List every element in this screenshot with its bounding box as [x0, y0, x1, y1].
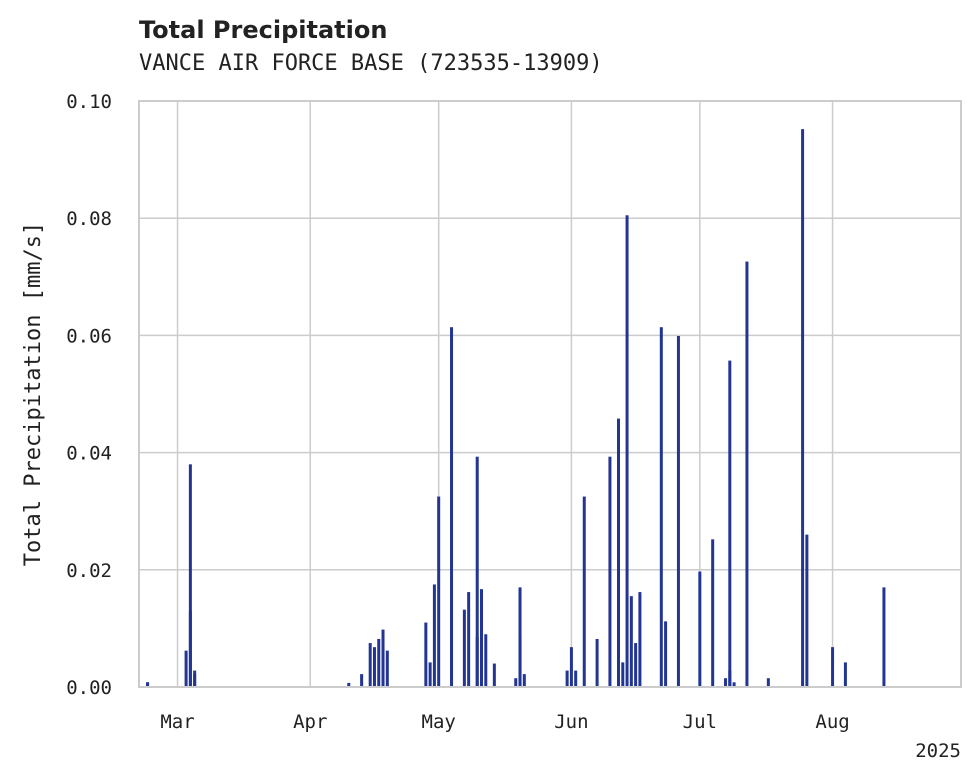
precip-bar — [514, 678, 518, 687]
y-tick-label: 0.10 — [66, 91, 112, 113]
y-tick-label: 0.04 — [66, 443, 112, 465]
precip-bar — [475, 456, 479, 687]
precip-bar — [724, 678, 728, 687]
y-tick-label: 0.06 — [66, 325, 112, 347]
precip-bar — [462, 609, 466, 687]
precip-bar — [805, 534, 809, 687]
x-tick-label: May — [422, 711, 456, 733]
precip-bar — [146, 682, 150, 687]
x-tick-labels: Mar Apr May Jun Jul Aug — [160, 711, 849, 733]
precip-bar — [621, 662, 625, 687]
precip-bar — [569, 647, 573, 687]
precip-bar — [831, 647, 835, 687]
precip-bar — [385, 650, 389, 687]
x-tick-label: Mar — [160, 711, 194, 733]
precip-bar — [582, 496, 586, 687]
precip-bar — [629, 596, 633, 687]
precip-bar — [638, 592, 642, 687]
chart-title: Total Precipitation — [139, 16, 388, 44]
x-year-label: 2025 — [915, 740, 961, 762]
precip-bar — [664, 621, 668, 687]
precip-bar — [625, 215, 629, 687]
precip-bar — [659, 327, 663, 687]
precip-bar — [381, 629, 385, 687]
precip-bar — [372, 647, 376, 687]
y-tick-label: 0.08 — [66, 208, 112, 230]
precip-bar — [522, 674, 526, 687]
precip-bar — [450, 327, 454, 687]
precip-bar — [634, 643, 638, 687]
precip-bar — [492, 663, 496, 687]
precip-bar — [188, 610, 192, 687]
precip-bar — [368, 643, 372, 687]
grid-lines — [139, 100, 961, 688]
precip-bar — [432, 584, 436, 687]
precip-bar — [676, 335, 680, 687]
precip-bar — [480, 589, 483, 687]
chart-subtitle: VANCE AIR FORCE BASE (723535-13909) — [139, 51, 603, 76]
precip-bar — [565, 670, 569, 687]
precip-bar — [732, 682, 736, 687]
precip-bar — [728, 360, 732, 687]
precip-bar — [437, 496, 441, 687]
precip-bar — [801, 129, 805, 688]
precip-bar — [698, 571, 702, 687]
precip-bar — [347, 682, 351, 687]
x-tick-label: Apr — [293, 711, 327, 733]
y-axis-label: Total Precipitation [mm/s] — [21, 222, 46, 566]
precip-bar — [184, 650, 188, 687]
precip-bar — [424, 622, 428, 687]
y-tick-labels: 0.00 0.02 0.04 0.06 0.08 0.10 — [66, 91, 112, 699]
bars — [146, 129, 886, 688]
precip-bar — [484, 634, 488, 687]
precip-bar — [843, 662, 847, 687]
precip-bar — [711, 539, 715, 687]
x-tick-label: Jul — [683, 711, 717, 733]
precip-bar — [574, 670, 578, 687]
x-tick-label: Aug — [815, 711, 849, 733]
plot-frame — [138, 100, 962, 688]
precip-bar — [595, 638, 599, 687]
precip-bar — [617, 418, 620, 687]
precip-bar — [188, 464, 192, 687]
y-tick-label: 0.02 — [66, 560, 112, 582]
precip-bar — [360, 674, 364, 687]
precip-bar — [193, 674, 197, 687]
precip-bar — [518, 637, 522, 687]
precip-bar — [467, 592, 471, 687]
x-tick-label: Jun — [554, 711, 588, 733]
precip-bar — [428, 662, 432, 687]
precip-bar — [377, 638, 381, 687]
precip-bar — [608, 456, 612, 687]
precip-bar — [745, 261, 749, 687]
precip-bar — [882, 587, 886, 687]
precip-bar — [766, 678, 770, 687]
y-tick-label: 0.00 — [66, 677, 112, 699]
